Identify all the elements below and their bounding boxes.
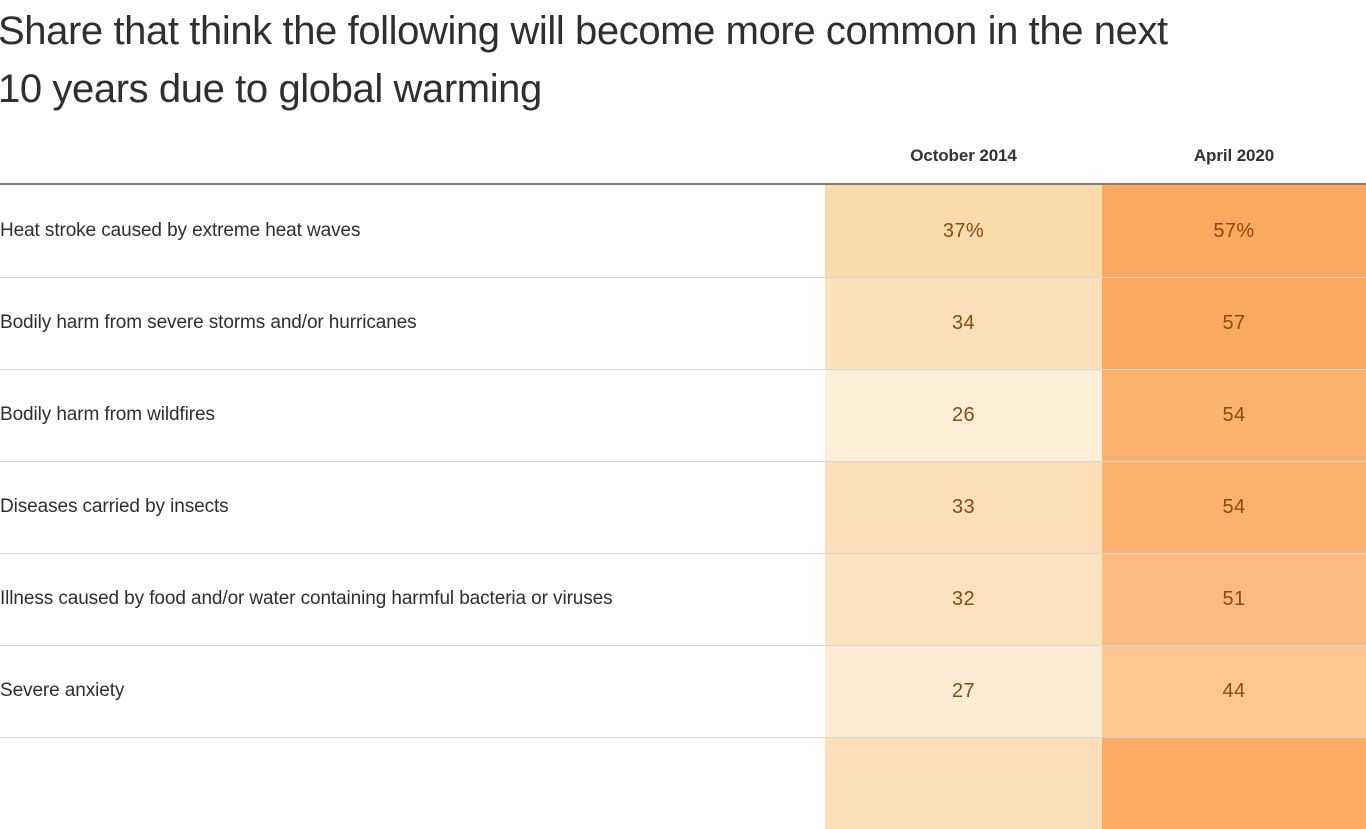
table-body: Heat stroke caused by extreme heat waves… bbox=[0, 185, 1366, 829]
row-label: Illness caused by food and/or water cont… bbox=[0, 553, 820, 645]
row-label: Severe anxiety bbox=[0, 645, 820, 737]
row-separator bbox=[0, 461, 1366, 462]
table-row: Severe anxiety 27 44 bbox=[0, 645, 1366, 737]
row-separator bbox=[0, 277, 1366, 278]
cell-oct2014: 26 bbox=[825, 369, 1102, 461]
table-row: Bodily harm from severe storms and/or hu… bbox=[0, 277, 1366, 369]
row-separator bbox=[0, 737, 1366, 738]
table-row bbox=[0, 737, 1366, 829]
cell-apr2020: 57 bbox=[1102, 277, 1366, 369]
heatmap-table: October 2014 April 2020 Heat stroke caus… bbox=[0, 140, 1366, 829]
cell-apr2020: 54 bbox=[1102, 461, 1366, 553]
table-row: Heat stroke caused by extreme heat waves… bbox=[0, 185, 1366, 277]
cell-apr2020: 57% bbox=[1102, 185, 1366, 277]
row-separator bbox=[0, 645, 1366, 646]
row-label: Bodily harm from severe storms and/or hu… bbox=[0, 277, 820, 369]
table-header-row: October 2014 April 2020 bbox=[0, 140, 1366, 185]
cell-oct2014 bbox=[825, 737, 1102, 829]
table-row: Diseases carried by insects 33 54 bbox=[0, 461, 1366, 553]
table-row: Bodily harm from wildfires 26 54 bbox=[0, 369, 1366, 461]
header-rule bbox=[0, 183, 1366, 185]
row-separator bbox=[0, 369, 1366, 370]
row-label bbox=[0, 737, 820, 829]
cell-apr2020: 54 bbox=[1102, 369, 1366, 461]
column-header-april-2020: April 2020 bbox=[1193, 146, 1275, 165]
cell-apr2020: 51 bbox=[1102, 553, 1366, 645]
row-label: Diseases carried by insects bbox=[0, 461, 820, 553]
row-label: Heat stroke caused by extreme heat waves bbox=[0, 185, 820, 277]
row-label: Bodily harm from wildfires bbox=[0, 369, 820, 461]
cell-apr2020: 44 bbox=[1102, 645, 1366, 737]
cell-oct2014: 37% bbox=[825, 185, 1102, 277]
column-header-october-2014: October 2014 bbox=[910, 146, 1017, 165]
page-title: Share that think the following will beco… bbox=[0, 2, 1366, 118]
cell-oct2014: 34 bbox=[825, 277, 1102, 369]
cell-apr2020 bbox=[1102, 737, 1366, 829]
cell-oct2014: 33 bbox=[825, 461, 1102, 553]
table-row: Illness caused by food and/or water cont… bbox=[0, 553, 1366, 645]
cell-oct2014: 32 bbox=[825, 553, 1102, 645]
cell-oct2014: 27 bbox=[825, 645, 1102, 737]
row-separator bbox=[0, 553, 1366, 554]
page-title-text: Share that think the following will beco… bbox=[0, 9, 1168, 111]
